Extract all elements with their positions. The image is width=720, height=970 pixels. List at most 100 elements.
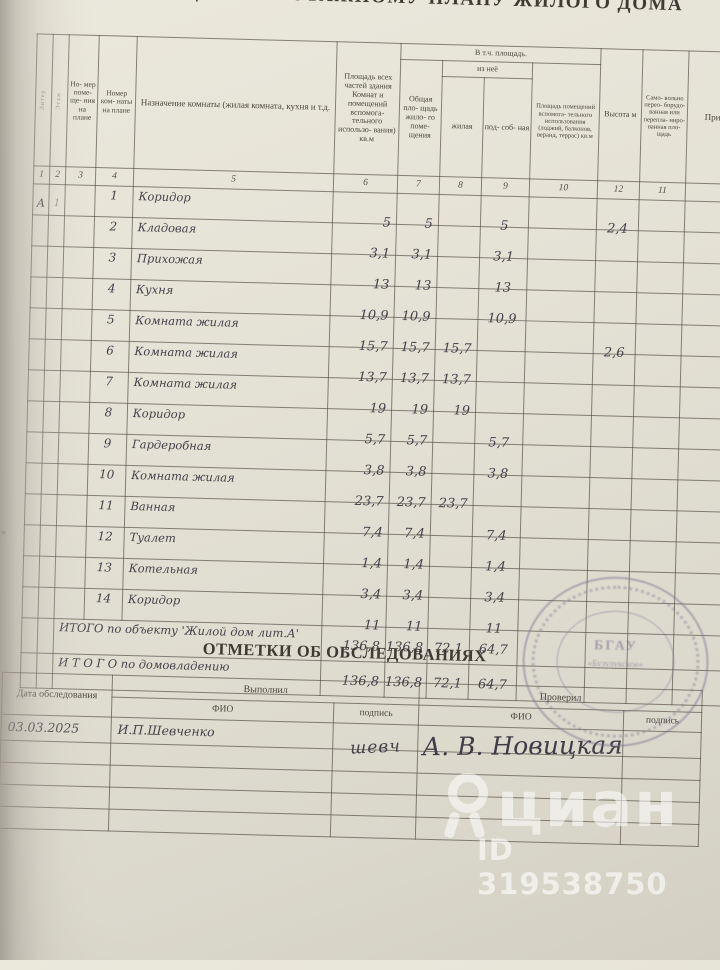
cell-area-living: 23,7 — [431, 473, 474, 512]
col-num: 2 — [49, 166, 66, 185]
cell — [45, 308, 63, 340]
cell-height — [589, 477, 632, 510]
cell-room-number: 6 — [90, 340, 130, 373]
cell-survey-date: 03.03.2025 — [0, 714, 112, 744]
cell — [29, 307, 47, 340]
cell — [635, 292, 683, 325]
cell-height — [588, 508, 632, 541]
cell — [53, 587, 85, 620]
cell — [21, 617, 38, 654]
cell — [41, 463, 59, 495]
cell — [633, 385, 681, 418]
cell-area-utility: 5 — [480, 195, 530, 234]
cell-floor: 1 — [48, 184, 66, 216]
cell-height — [591, 384, 635, 417]
cell — [520, 506, 590, 540]
cell-room-number: 1 — [94, 185, 134, 218]
col-num: 11 — [639, 181, 686, 201]
col-num: 13 — [685, 182, 720, 204]
cell — [523, 382, 593, 416]
cell — [56, 494, 88, 527]
cell — [330, 814, 416, 840]
cell — [525, 320, 594, 354]
cell — [679, 386, 720, 420]
cell — [631, 447, 679, 480]
cell — [673, 603, 720, 637]
cell — [674, 572, 720, 606]
cell — [42, 432, 59, 464]
cell-area-living: 15,7 — [435, 318, 478, 357]
cell — [60, 339, 92, 372]
cell-area-living — [431, 442, 475, 475]
cell — [521, 475, 590, 509]
cell-height — [589, 446, 633, 479]
cell — [672, 634, 720, 672]
cell — [681, 324, 720, 359]
cell — [528, 196, 598, 230]
cell — [626, 633, 674, 670]
header-survey-date: Дата обследования — [1, 672, 113, 718]
cell-height — [590, 415, 634, 448]
cell — [683, 231, 720, 266]
cell-area-utility: 5,7 — [474, 412, 524, 451]
cell — [25, 462, 43, 495]
header-room-purpose: Назначение комнаты (жилая комната, кухня… — [133, 36, 338, 174]
header-room-number-plan: Но- мер поме- ще- ния на плане — [65, 34, 100, 168]
cell-area-living — [436, 256, 480, 289]
cell-room-number: 8 — [88, 402, 128, 435]
cell — [635, 323, 682, 356]
cell — [44, 339, 62, 371]
cell — [37, 587, 55, 619]
cell-performed-signature: шевч — [332, 722, 419, 759]
cell — [0, 762, 111, 788]
cell — [58, 401, 90, 434]
cell — [57, 463, 89, 496]
cell — [526, 258, 596, 292]
cell — [38, 556, 56, 588]
cell — [524, 351, 594, 385]
header-common-area: Общая пло- щадь жило- го поме- щения — [397, 59, 443, 177]
cell — [47, 215, 65, 247]
cell — [677, 479, 720, 513]
cell — [677, 448, 720, 482]
cell — [0, 740, 111, 766]
cell — [39, 525, 57, 557]
cell-height — [586, 570, 630, 603]
cell-area-living — [428, 566, 472, 599]
cell — [632, 416, 680, 449]
cell-checked-signature — [622, 730, 702, 759]
document-title: ЭКСПЛИКАЦИЯ К ПОЭТАЖНОМУ ПЛАНУ ЖИЛОГО ДО… — [2, 0, 720, 18]
cell — [621, 778, 700, 803]
cell-room-name: Котельная — [122, 558, 324, 595]
cell — [627, 602, 675, 635]
header-aux-use-area: Площадь помещений вспомога- тельного исп… — [529, 62, 601, 181]
cell — [331, 770, 418, 796]
cell-room-number: 10 — [87, 464, 127, 497]
cell — [37, 618, 54, 654]
cell — [519, 537, 589, 571]
cell — [59, 370, 91, 403]
cell — [58, 432, 89, 465]
cell — [108, 809, 331, 837]
cell — [527, 227, 597, 261]
cell-room-number: 13 — [84, 557, 124, 590]
cell — [55, 525, 87, 558]
col-num: 10 — [529, 178, 598, 199]
cell — [61, 308, 93, 341]
cell-area-living — [437, 225, 481, 258]
cell — [22, 555, 40, 588]
cell — [28, 338, 46, 371]
observations-table: Дата обследования Выполнил Проверил ФИО … — [0, 672, 703, 847]
cell — [40, 494, 58, 526]
col-num: 8 — [439, 176, 482, 196]
cell-room-number: 4 — [92, 278, 131, 311]
cell — [46, 246, 64, 278]
cell-room-number: 5 — [91, 309, 131, 342]
cell — [629, 540, 677, 573]
col-num: 9 — [481, 177, 530, 197]
header-room-number: Номер ком- наты на плане — [95, 35, 138, 169]
cell — [31, 214, 49, 247]
explication-table: Литер Этаж Но- мер поме- ще- ния на план… — [20, 33, 720, 707]
cell — [30, 245, 48, 278]
